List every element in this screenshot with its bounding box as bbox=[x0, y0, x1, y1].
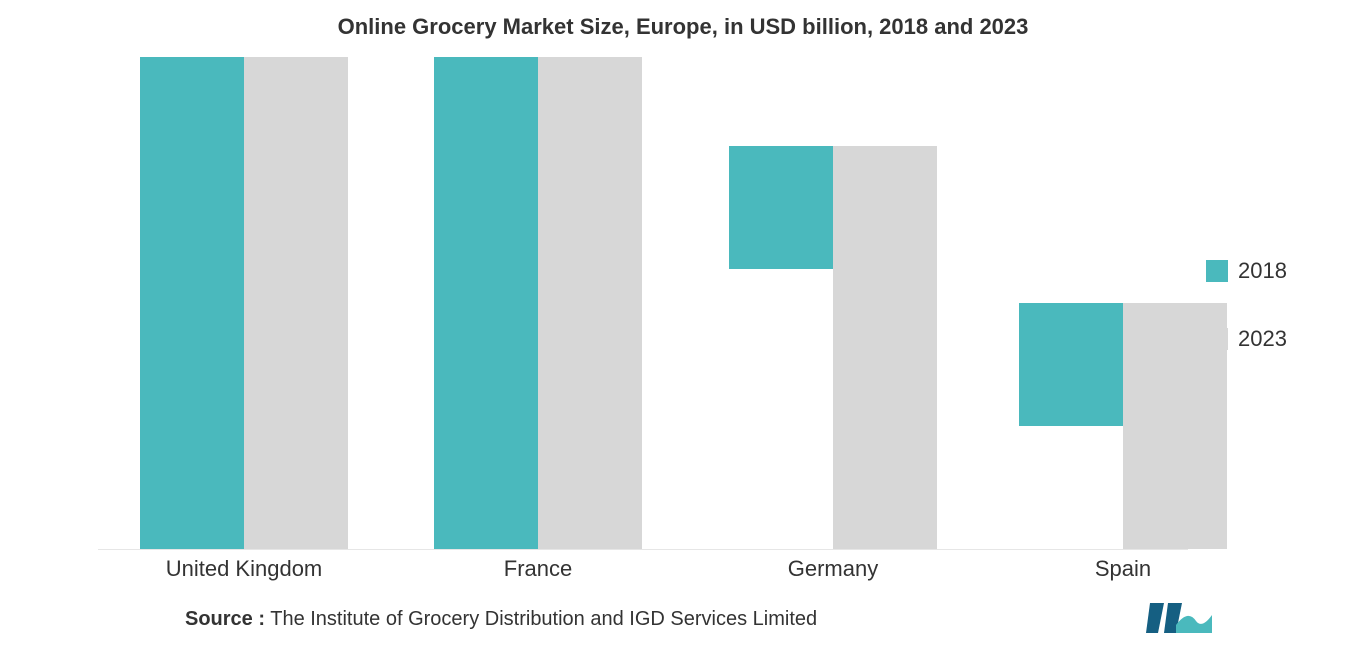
bar bbox=[434, 57, 538, 549]
x-axis-labels: United KingdomFranceGermanySpain bbox=[98, 556, 1188, 596]
x-axis-label: United Kingdom bbox=[139, 556, 349, 582]
x-axis-label: Germany bbox=[728, 556, 938, 582]
bar bbox=[729, 146, 833, 269]
legend-swatch bbox=[1206, 328, 1228, 350]
legend-label: 2018 bbox=[1238, 258, 1287, 284]
legend-swatch bbox=[1206, 260, 1228, 282]
bar bbox=[538, 57, 642, 549]
x-axis-label: France bbox=[433, 556, 643, 582]
bar bbox=[140, 57, 244, 549]
bar-group bbox=[433, 57, 643, 549]
legend: 2018 2023 bbox=[1206, 258, 1326, 394]
bar bbox=[244, 57, 348, 549]
source-label: Source : bbox=[185, 608, 265, 630]
source-citation: Source : The Institute of Grocery Distri… bbox=[185, 608, 817, 631]
bar-group bbox=[728, 146, 938, 549]
legend-item: 2023 bbox=[1206, 326, 1326, 352]
plot-area bbox=[98, 58, 1188, 550]
chart-title: Online Grocery Market Size, Europe, in U… bbox=[0, 0, 1366, 40]
brand-logo bbox=[1146, 599, 1212, 637]
bar bbox=[833, 146, 937, 549]
bar-group bbox=[1018, 303, 1228, 549]
bar bbox=[1019, 303, 1123, 426]
x-axis-label: Spain bbox=[1018, 556, 1228, 582]
bar-group bbox=[139, 57, 349, 549]
legend-item: 2018 bbox=[1206, 258, 1326, 284]
legend-label: 2023 bbox=[1238, 326, 1287, 352]
source-text: The Institute of Grocery Distribution an… bbox=[270, 608, 817, 630]
